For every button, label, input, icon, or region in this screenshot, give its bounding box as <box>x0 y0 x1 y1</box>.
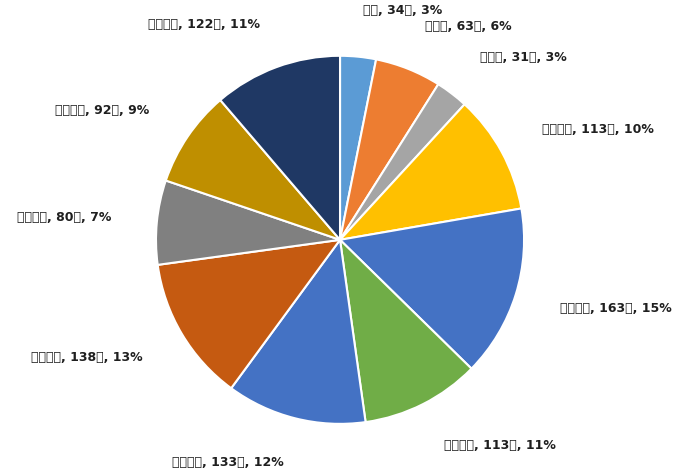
Text: １歳～, 63人, 6%: １歳～, 63人, 6% <box>426 20 512 33</box>
Wedge shape <box>220 56 340 240</box>
Wedge shape <box>340 104 522 240</box>
Text: ０歳, 34人, 3%: ０歳, 34人, 3% <box>363 4 442 18</box>
Wedge shape <box>340 59 438 240</box>
Text: ５歳～, 31人, 3%: ５歳～, 31人, 3% <box>480 51 566 64</box>
Wedge shape <box>231 240 366 424</box>
Wedge shape <box>156 180 340 265</box>
Wedge shape <box>340 84 464 240</box>
Text: ７０歳～, 92人, 9%: ７０歳～, 92人, 9% <box>55 104 150 117</box>
Wedge shape <box>340 240 471 422</box>
Wedge shape <box>158 240 340 388</box>
Text: ３０歳～, 113人, 11%: ３０歳～, 113人, 11% <box>444 439 555 452</box>
Wedge shape <box>340 209 524 369</box>
Text: １０歳～, 113人, 10%: １０歳～, 113人, 10% <box>542 123 654 136</box>
Text: ４０歳～, 133人, 12%: ４０歳～, 133人, 12% <box>172 456 284 469</box>
Text: ２０歳～, 163人, 15%: ２０歳～, 163人, 15% <box>560 302 671 315</box>
Text: ６０歳～, 80人, 7%: ６０歳～, 80人, 7% <box>17 211 111 224</box>
Text: ５０歳～, 138人, 13%: ５０歳～, 138人, 13% <box>31 351 142 364</box>
Wedge shape <box>340 56 376 240</box>
Wedge shape <box>166 100 340 240</box>
Text: ８０歳～, 122人, 11%: ８０歳～, 122人, 11% <box>148 18 260 30</box>
